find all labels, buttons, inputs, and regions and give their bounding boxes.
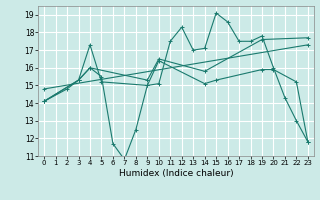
X-axis label: Humidex (Indice chaleur): Humidex (Indice chaleur)	[119, 169, 233, 178]
